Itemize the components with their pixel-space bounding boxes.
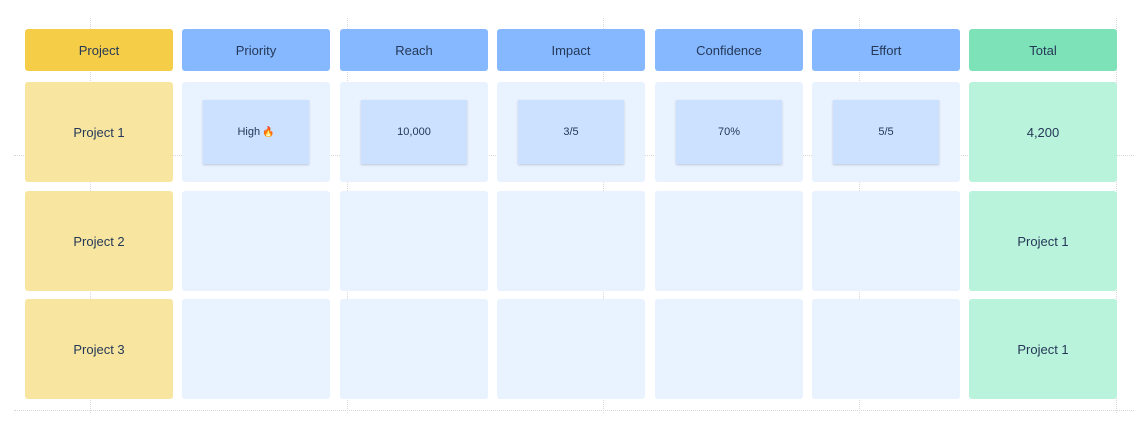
project-cell[interactable]: Project 1 bbox=[25, 82, 173, 182]
sticky-note-priority[interactable]: High 🔥 bbox=[203, 100, 309, 164]
sticky-note-reach[interactable]: 10,000 bbox=[361, 100, 467, 164]
priority-value: High bbox=[237, 126, 261, 138]
header-effort[interactable]: Effort bbox=[812, 29, 960, 71]
project-cell[interactable]: Project 3 bbox=[25, 299, 173, 399]
impact-cell[interactable] bbox=[497, 191, 645, 291]
priority-cell[interactable] bbox=[182, 191, 330, 291]
header-total[interactable]: Total bbox=[969, 29, 1117, 71]
header-confidence[interactable]: Confidence bbox=[655, 29, 803, 71]
effort-cell[interactable] bbox=[812, 299, 960, 399]
reach-cell[interactable]: 10,000 bbox=[340, 82, 488, 182]
priority-cell[interactable] bbox=[182, 299, 330, 399]
effort-cell[interactable]: 5/5 bbox=[812, 82, 960, 182]
project-cell[interactable]: Project 2 bbox=[25, 191, 173, 291]
confidence-cell[interactable] bbox=[655, 191, 803, 291]
total-cell[interactable]: Project 1 bbox=[969, 191, 1117, 291]
sticky-note-confidence[interactable]: 70% bbox=[676, 100, 782, 164]
header-priority[interactable]: Priority bbox=[182, 29, 330, 71]
impact-cell[interactable]: 3/5 bbox=[497, 82, 645, 182]
fire-icon: 🔥 bbox=[262, 126, 275, 138]
total-cell[interactable]: Project 1 bbox=[969, 299, 1117, 399]
header-impact[interactable]: Impact bbox=[497, 29, 645, 71]
sticky-note-effort[interactable]: 5/5 bbox=[833, 100, 939, 164]
confidence-cell[interactable] bbox=[655, 299, 803, 399]
reach-cell[interactable] bbox=[340, 299, 488, 399]
header-project[interactable]: Project bbox=[25, 29, 173, 71]
total-cell[interactable]: 4,200 bbox=[969, 82, 1117, 182]
impact-cell[interactable] bbox=[497, 299, 645, 399]
reach-cell[interactable] bbox=[340, 191, 488, 291]
sticky-note-impact[interactable]: 3/5 bbox=[518, 100, 624, 164]
confidence-cell[interactable]: 70% bbox=[655, 82, 803, 182]
priority-cell[interactable]: High 🔥 bbox=[182, 82, 330, 182]
effort-cell[interactable] bbox=[812, 191, 960, 291]
header-reach[interactable]: Reach bbox=[340, 29, 488, 71]
